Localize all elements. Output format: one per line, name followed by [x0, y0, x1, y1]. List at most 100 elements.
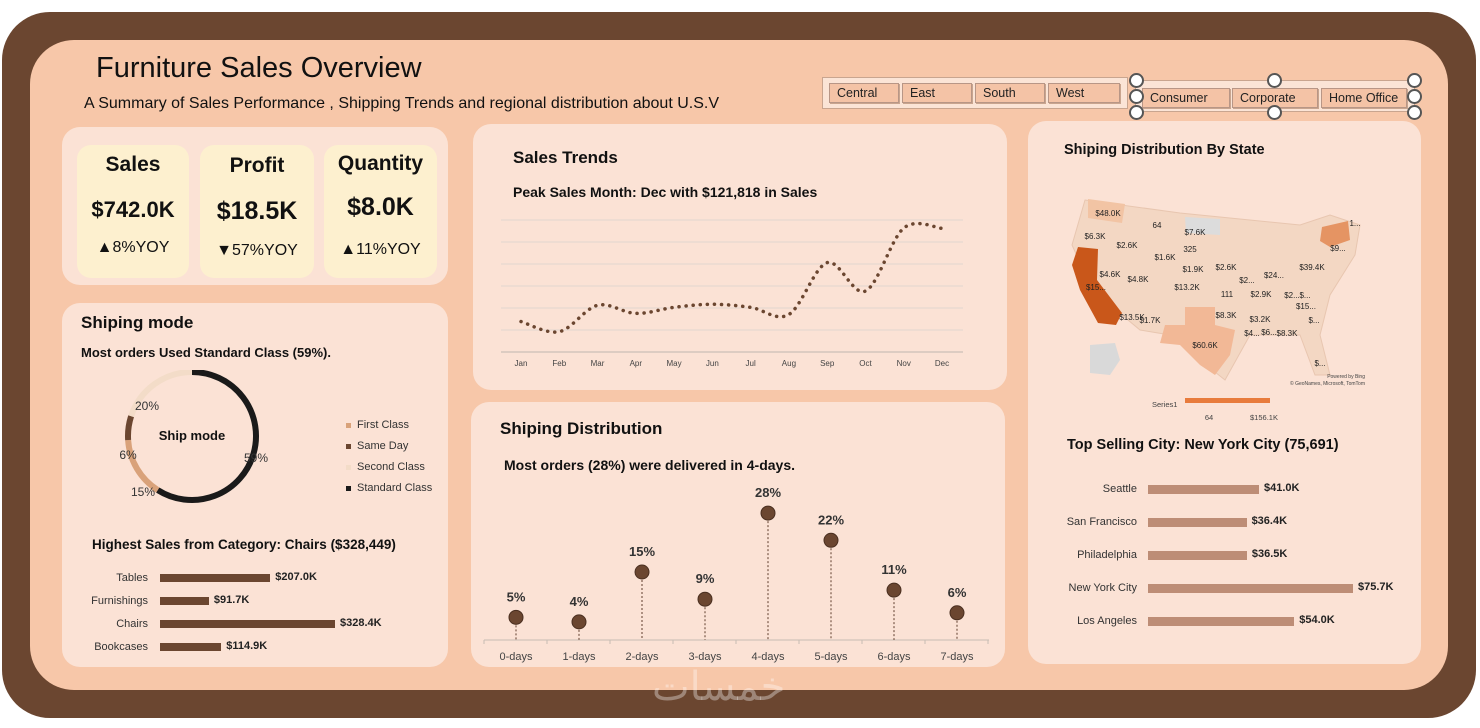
resize-handle-top-left[interactable] — [1129, 73, 1144, 88]
lollipop-point-5-days — [823, 532, 839, 548]
donut-slice-standard-class — [156, 370, 259, 503]
bar-label: New York City — [1068, 582, 1137, 594]
kpi-quantity-value: $8.0K — [347, 193, 414, 221]
resize-handle-bottom-left[interactable] — [1129, 105, 1144, 120]
month-tick-label: Oct — [859, 359, 872, 368]
top-cities-title: Top Selling City: New York City (75,691) — [1067, 437, 1339, 453]
month-tick-label: Nov — [897, 359, 911, 368]
donut-slice-same-day — [125, 415, 135, 441]
map-state-value-label: $15... — [1296, 302, 1316, 311]
month-tick-label: Jul — [746, 359, 756, 368]
bar — [1148, 484, 1260, 494]
map-state-value-label: $15... — [1086, 283, 1106, 292]
bar-label: Furnishings — [91, 595, 148, 607]
map-state-value-label: $48.0K — [1095, 209, 1121, 218]
x-tick-label: 1-days — [562, 651, 596, 663]
x-tick-label: 2-days — [625, 651, 659, 663]
segment-slicer: Consumer Corporate Home Office — [1135, 80, 1415, 112]
shipping-mode-title: Shiping mode — [81, 313, 194, 332]
sales-trends-title: Sales Trends — [513, 148, 618, 167]
region-slicer-south[interactable]: South — [975, 83, 1045, 103]
donut-label-second-class: 20% — [135, 399, 159, 413]
state-map-title: Shiping Distribution By State — [1064, 142, 1265, 158]
region-slicer-east[interactable]: East — [902, 83, 972, 103]
lollipop-point-7-days — [949, 605, 965, 621]
segment-slicer-consumer[interactable]: Consumer — [1142, 88, 1230, 108]
legend-label: First Class — [357, 419, 409, 431]
map-state-value-label: $2.9K — [1251, 290, 1273, 299]
kpi-profit-label: Profit — [229, 154, 285, 177]
map-state-value-label: $3.2K — [1250, 315, 1272, 324]
map-state-value-label: $4... — [1244, 329, 1260, 338]
lollipop-value-label: 5% — [507, 589, 526, 604]
ship-mode-donut-chart: Ship mode 20% 6% 15% 59% — [119, 370, 268, 503]
map-state-value-label: $2.6K — [1216, 263, 1238, 272]
map-attribution-geonames: © GeoNames, Microsoft, TomTom — [1290, 380, 1365, 387]
month-tick-label: Mar — [591, 359, 605, 368]
resize-handle-middle-left[interactable] — [1129, 89, 1144, 104]
map-state-value-label: $9... — [1330, 244, 1346, 253]
bar-value-label: $75.7K — [1358, 581, 1394, 593]
map-state-value-label: 111 — [1221, 290, 1234, 299]
map-state-value-label: $13.5K — [1119, 313, 1145, 322]
texas-shape — [1160, 307, 1235, 375]
map-legend-max: $156.1K — [1250, 413, 1278, 422]
kpi-card-profit: Profit $18.5K ▼57%YOY — [200, 145, 314, 278]
lollipop-point-4-days — [760, 505, 776, 521]
lollipop-value-label: 11% — [881, 562, 907, 577]
alaska-shape — [1090, 343, 1120, 375]
bar — [1148, 550, 1247, 560]
month-tick-label: Feb — [552, 359, 566, 368]
shipping-distribution-panel — [471, 402, 1005, 667]
month-tick-label: May — [667, 359, 682, 368]
legend-label: Second Class — [357, 461, 425, 473]
bar — [160, 574, 271, 582]
donut-slice-second-class — [128, 370, 193, 418]
lollipop-value-label: 9% — [696, 571, 715, 586]
month-tick-label: Dec — [935, 359, 949, 368]
map-state-value-label: 325 — [1183, 245, 1197, 254]
resize-handle-bottom-middle[interactable] — [1267, 105, 1282, 120]
bar-value-label: $207.0K — [275, 571, 317, 583]
bar-value-label: $41.0K — [1264, 482, 1300, 494]
bar-label: Chairs — [116, 618, 148, 630]
page-subtitle: A Summary of Sales Performance , Shippin… — [84, 95, 720, 112]
california-shape — [1072, 247, 1122, 325]
region-slicer-central[interactable]: Central — [829, 83, 899, 103]
bar-value-label: $36.4K — [1251, 515, 1288, 527]
legend-label: Same Day — [357, 440, 409, 452]
lollipop-value-label: 4% — [570, 594, 589, 609]
kpi-sales-value: $742.0K — [91, 197, 175, 222]
shipping-days-lollipop-chart: 5% 0-days 4% 1-days 15% 2-days 9% 3-days 28% 4-da… — [483, 485, 989, 663]
us-state-map: $48.0K 64 $6.3K $2.6K $7.6K 1... 325 $1.6K $4.6K… — [1071, 199, 1365, 422]
x-tick-label: 6-days — [877, 651, 911, 663]
map-state-value-label: 64 — [1153, 221, 1162, 230]
kpi-card-quantity: Quantity $8.0K ▲11%YOY — [324, 145, 437, 278]
map-state-value-label: $8.3K — [1216, 311, 1238, 320]
map-state-value-label: $8.3K — [1277, 329, 1299, 338]
map-state-value-label: $24... — [1264, 271, 1284, 280]
donut-label-same-day: 6% — [119, 448, 137, 462]
map-state-value-label: $4.6K — [1100, 270, 1122, 279]
map-state-value-label: $... — [1308, 316, 1319, 325]
map-legend-series: Series1 — [1152, 400, 1177, 409]
kpi-profit-yoy: ▼57%YOY — [216, 242, 298, 259]
resize-handle-middle-right[interactable] — [1407, 89, 1422, 104]
bar — [160, 597, 209, 605]
segment-slicer-home-office[interactable]: Home Office — [1321, 88, 1407, 108]
resize-handle-top-middle[interactable] — [1267, 73, 1282, 88]
legend-item-first-class: First Class — [346, 419, 409, 431]
legend-label: Standard Class — [357, 482, 433, 494]
map-state-value-label: $13.2K — [1174, 283, 1200, 292]
bar-label: Bookcases — [94, 641, 148, 653]
resize-handle-top-right[interactable] — [1407, 73, 1422, 88]
map-state-value-label: $1.6K — [1155, 253, 1177, 262]
month-tick-label: Jun — [706, 359, 719, 368]
map-legend-min: 64 — [1205, 413, 1213, 422]
donut-center-label: Ship mode — [159, 428, 225, 443]
map-state-value-label: $7.6K — [1185, 228, 1207, 237]
lollipop-point-1-days — [571, 614, 587, 630]
bar-value-label: $328.4K — [340, 617, 382, 629]
resize-handle-bottom-right[interactable] — [1407, 105, 1422, 120]
region-slicer-west[interactable]: West — [1048, 83, 1120, 103]
